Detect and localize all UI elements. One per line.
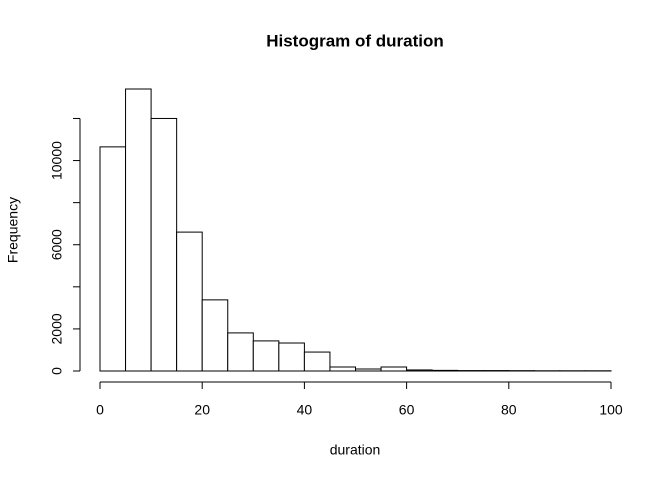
bar: [201, 299, 229, 372]
bar: [406, 369, 433, 372]
x-tick-label: 0: [96, 402, 104, 418]
bar: [176, 231, 203, 372]
chart-title: Histogram of duration: [266, 31, 444, 50]
x-tick-label: 20: [194, 402, 210, 418]
x-axis-label: duration: [330, 442, 381, 458]
bar: [355, 368, 382, 372]
x-tick-label: 80: [501, 402, 517, 418]
y-axis-label: Frequency: [5, 197, 21, 263]
bar: [252, 340, 280, 372]
bar: [99, 146, 127, 372]
bar: [278, 342, 305, 372]
y-tick-label: 10000: [49, 141, 65, 180]
y-tick-label: 6000: [49, 229, 65, 260]
bar: [150, 117, 178, 372]
y-tick-label: 0: [49, 367, 65, 375]
y-tick-label: 2000: [49, 313, 65, 344]
bar: [431, 369, 459, 372]
x-tick-label: 100: [599, 402, 623, 418]
x-tick-label: 60: [399, 402, 415, 418]
x-tick-label: 40: [297, 402, 313, 418]
bar: [125, 88, 152, 372]
bar: [380, 366, 408, 372]
bar: [329, 366, 357, 372]
bar: [303, 351, 331, 372]
bar: [227, 332, 254, 372]
